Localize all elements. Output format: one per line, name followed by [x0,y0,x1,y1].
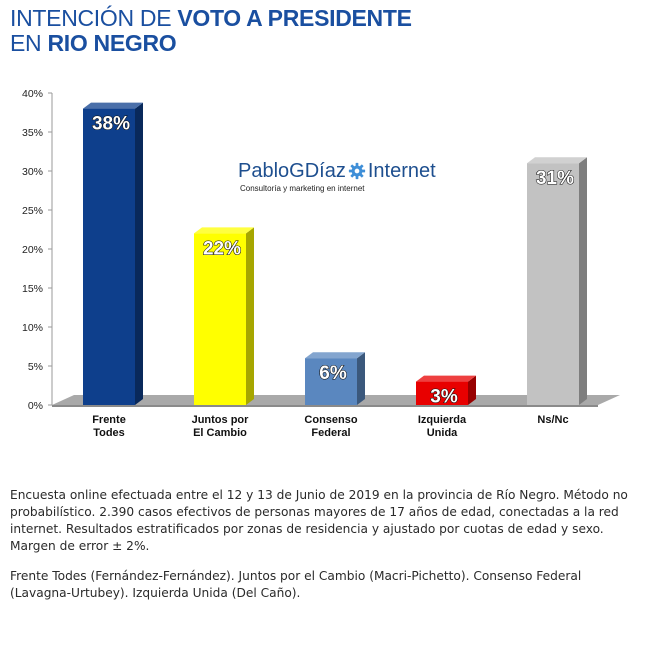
watermark-tagline: Consultoría y marketing en internet [240,184,365,193]
bar [527,157,587,405]
bar-front [416,381,468,405]
bar-side [246,227,254,405]
title-line1-light: INTENCIÓN DE [10,5,172,31]
bar-side [579,157,587,405]
bar-data-label: 31% [536,168,574,189]
bar-front [194,233,246,405]
gear-icon [348,162,365,180]
bar [83,102,143,405]
bar-top [416,375,476,382]
candidates-note: Frente Todes (Fernández-Fernández). Junt… [10,569,582,600]
bar-side [357,352,365,405]
y-tick-label: 35% [22,127,43,139]
y-tick-label: 25% [22,205,43,217]
bar-data-label: 38% [92,114,130,135]
bar [305,352,365,405]
y-tick-label: 10% [22,322,43,334]
x-category-label: Frente Todes [92,414,126,439]
title-line-2: EN RIO NEGRO [10,31,412,56]
y-tick-label: 40% [22,88,43,100]
watermark-brand: PabloGDíaz Internet [238,160,488,183]
bar-top [83,102,143,109]
x-category-label: Izquierda Unida [418,414,467,439]
title-line-1: INTENCIÓN DE VOTO A PRESIDENTE [10,6,412,31]
vote-intention-bar-chart: 0% 5% 10% 15% 20% 25% 30% 35% 40% 38% Frente Todes… [22,88,620,439]
x-category-label: Juntos por El Cambio [192,414,250,439]
bar-top [194,227,254,234]
bar-side [135,102,143,405]
survey-notes: Encuesta online efectuada entre el 12 y … [10,487,635,602]
bar-front [83,108,135,405]
title-line2-light: EN [10,30,42,56]
title-line2-bold: RIO NEGRO [47,30,177,56]
title-line1-bold: VOTO A PRESIDENTE [177,5,412,31]
page-title: INTENCIÓN DE VOTO A PRESIDENTE EN RIO NE… [10,6,412,56]
bar-data-label: 6% [319,363,347,384]
y-tick-label: 20% [22,244,43,256]
watermark-logo: PabloGDíaz Internet Consultoría y market… [238,160,488,200]
bar-front [527,163,579,405]
y-tick-label: 0% [28,400,43,412]
watermark-brand-right: Internet [367,160,436,182]
chart-floor-edge [52,405,598,407]
bar-top [527,157,587,164]
watermark-brand-left: PabloGDíaz [238,160,346,182]
y-tick-label: 5% [28,361,43,373]
bar [194,227,254,405]
bar [416,375,476,405]
methodology-note: Encuesta online efectuada entre el 12 y … [10,488,628,553]
x-category-label: Consenso Federal [304,414,357,439]
y-tick-label: 30% [22,166,43,178]
bar-side [468,375,476,405]
bar-data-label: 3% [430,387,458,408]
bar-top [305,352,365,359]
y-tick-label: 15% [22,283,43,295]
bar-front [305,358,357,405]
bar-data-label: 22% [203,238,241,259]
x-category-label: Ns/Nc [537,414,568,426]
